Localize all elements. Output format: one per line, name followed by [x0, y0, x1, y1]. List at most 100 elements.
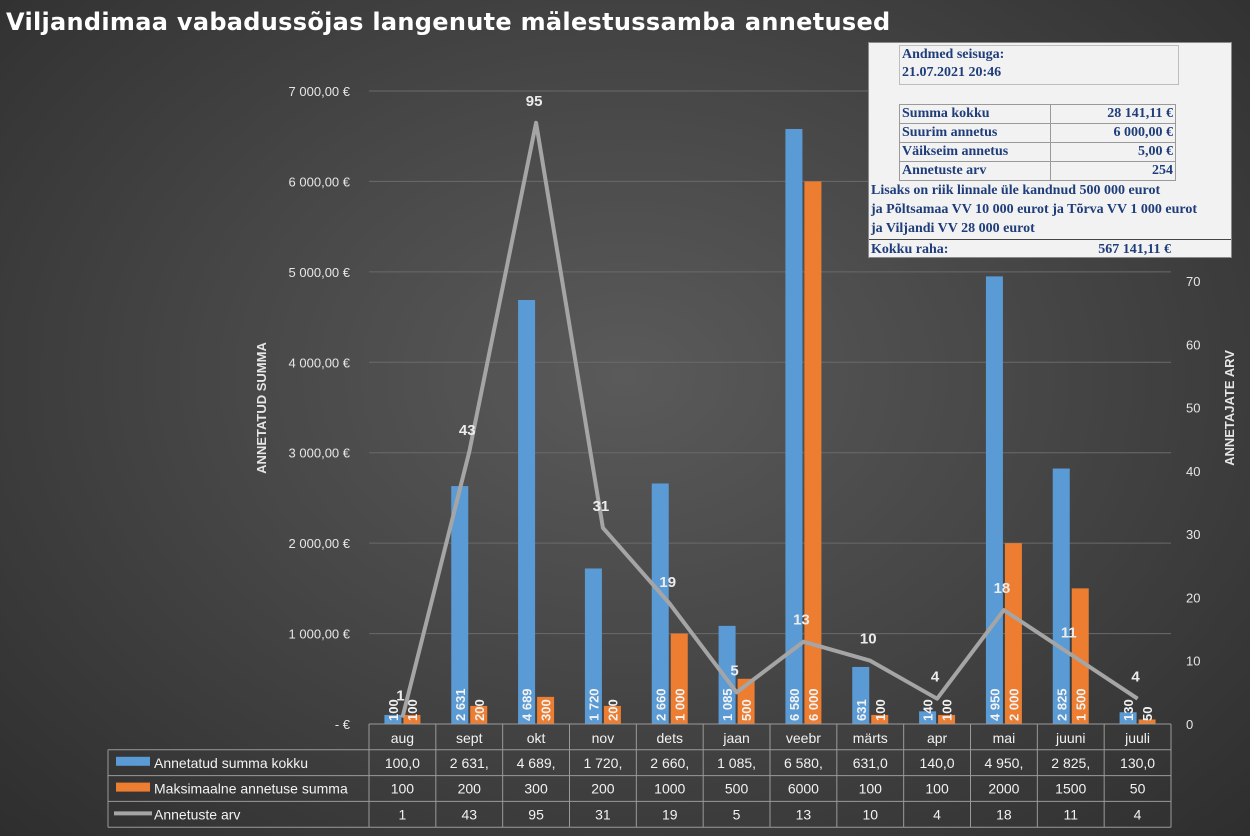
table-cell: 19 [662, 806, 678, 822]
point-label: 4 [1131, 669, 1140, 686]
stat-label: Summa kokku [899, 104, 1051, 124]
bar-annetatud [785, 128, 803, 725]
bar-label-maksimaalne: 200 [472, 699, 487, 721]
bar-annetatud [852, 666, 870, 724]
bar-label-annetatud: 100 [386, 699, 401, 721]
table-cell: 1 720, [583, 755, 622, 771]
point-label: 1 [396, 688, 404, 705]
table-cell: 31 [595, 806, 611, 822]
table-cell: 200 [591, 781, 615, 797]
table-cell: 1 085, [717, 755, 756, 771]
timestamp-value: 21.07.2021 20:46 [902, 65, 1002, 80]
bar-label-annetatud: 631 [854, 699, 869, 721]
x-tick-label: apr [927, 730, 948, 746]
y-tick-label: - € [335, 717, 351, 732]
point-label: 18 [994, 580, 1011, 597]
stat-value: 28 141,11 € [1050, 104, 1176, 124]
y2-tick-label: 70 [1186, 274, 1200, 289]
bar-annetatud [1119, 712, 1137, 724]
bar-annetatud [1052, 468, 1070, 724]
table-cell: 2000 [988, 781, 1019, 797]
bar-label-annetatud: 2 825 [1054, 688, 1069, 721]
bar-annetatud [985, 276, 1003, 724]
x-tick-label: aug [391, 730, 414, 746]
x-tick-label: märts [853, 730, 888, 746]
y-tick-label: 6 000,00 € [289, 174, 351, 189]
info-box: Andmed seisuga: 21.07.2021 20:46 Summa k… [868, 42, 1232, 258]
table-cell: 4 950, [984, 755, 1023, 771]
bar-maksimaalne [804, 181, 822, 724]
stat-row: Suurim annetus 6 000,00 € [899, 123, 1176, 143]
x-tick-label: mai [993, 730, 1016, 746]
bar-label-maksimaalne: 100 [405, 699, 420, 721]
bar-maksimaalne [537, 696, 555, 724]
table-cell: 1 [399, 806, 407, 822]
bar-label-annetatud: 1 085 [720, 688, 735, 721]
bar-label-annetatud: 2 631 [453, 688, 468, 721]
info-note: Lisaks on riik linnale üle kandnud 500 0… [871, 183, 1161, 198]
point-label: 5 [730, 662, 738, 679]
stat-row: Annetuste arv 254 [899, 161, 1176, 181]
bar-annetatud [518, 299, 536, 724]
x-tick-label: juuli [1124, 730, 1150, 746]
stat-label: Annetuste arv [899, 161, 1051, 181]
table-cell: 13 [796, 806, 812, 822]
bar-maksimaalne [1071, 588, 1089, 724]
bar-label-annetatud: 140 [921, 699, 936, 721]
table-cell: 100,0 [385, 755, 420, 771]
bar-maksimaalne [871, 714, 889, 724]
x-tick-label: juuni [1055, 730, 1086, 746]
x-tick-label: nov [592, 730, 615, 746]
table-cell: 95 [528, 806, 544, 822]
table-cell: 5 [733, 806, 741, 822]
table-cell: 6 580, [784, 755, 823, 771]
bar-maksimaalne [938, 714, 956, 724]
table-cell: 2 660, [650, 755, 689, 771]
x-tick-label: veebr [786, 730, 821, 746]
point-label: 13 [793, 612, 810, 629]
point-label: 95 [526, 93, 543, 110]
info-note: ja Viljandi VV 28 000 eurot [871, 221, 1035, 236]
stat-value: 5,00 € [1050, 142, 1176, 162]
bar-maksimaalne [470, 705, 488, 724]
bar-label-maksimaalne: 6 000 [806, 688, 821, 721]
point-label: 19 [659, 574, 676, 591]
stat-label: Väikseim annetus [899, 142, 1051, 162]
point-label: 31 [593, 498, 610, 515]
table-cell: 200 [458, 781, 482, 797]
legend-key [116, 782, 150, 792]
stats-table: Summa kokku 28 141,11 € Suurim annetus 6… [899, 104, 1176, 181]
stat-label: Suurim annetus [899, 123, 1051, 143]
table-cell: 100 [391, 781, 415, 797]
total-label: Kokku raha: [871, 242, 949, 257]
y2-tick-label: 50 [1186, 401, 1200, 416]
stat-row: Väikseim annetus 5,00 € [899, 142, 1176, 162]
legend-key [116, 756, 150, 766]
bar-label-maksimaalne: 2 000 [1006, 688, 1021, 721]
bar-label-annetatud: 2 660 [653, 688, 668, 721]
table-cell: 140,0 [920, 755, 955, 771]
point-label: 4 [931, 669, 940, 686]
table-cell: 43 [461, 806, 477, 822]
bar-label-annetatud: 130 [1121, 699, 1136, 721]
y2-tick-label: 10 [1186, 654, 1200, 669]
stat-value: 6 000,00 € [1050, 123, 1176, 143]
bar-maksimaalne [603, 705, 621, 724]
y2-tick-label: 60 [1186, 337, 1200, 352]
line-annetuste-arv [400, 120, 1139, 719]
table-cell: 2 825, [1051, 755, 1090, 771]
bar-label-maksimaalne: 50 [1140, 707, 1155, 721]
legend-label: Maksimaalne annetuse summa [154, 781, 348, 797]
bar-maksimaalne [1138, 719, 1156, 724]
table-cell: 300 [524, 781, 548, 797]
table-cell: 130,0 [1120, 755, 1155, 771]
bar-maksimaalne [1004, 543, 1022, 724]
point-label: 10 [860, 631, 877, 648]
data-timestamp-box: Andmed seisuga: 21.07.2021 20:46 [899, 45, 1179, 85]
bar-annetatud [919, 711, 937, 724]
table-cell: 100 [925, 781, 949, 797]
stat-value: 254 [1050, 161, 1176, 181]
y-tick-label: 5 000,00 € [289, 265, 351, 280]
table-cell: 4 689, [517, 755, 556, 771]
